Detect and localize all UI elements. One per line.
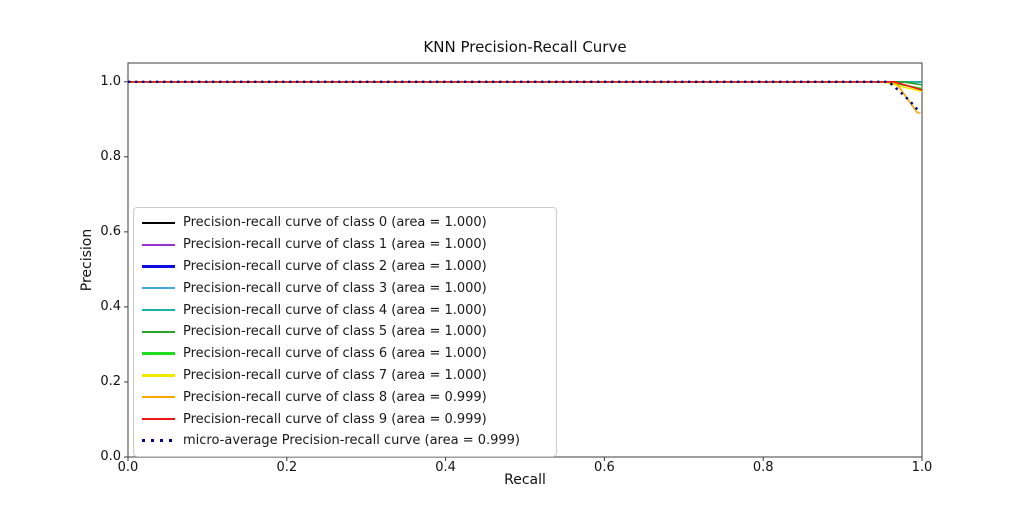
legend-line-swatch-class-3 [142, 287, 175, 290]
legend-item-class-7: Precision-recall curve of class 7 (area … [142, 365, 548, 387]
legend-item-micro-average: micro-average Precision-recall curve (ar… [142, 430, 548, 452]
legend-line-swatch-class-6 [142, 352, 175, 355]
legend-item-class-1: Precision-recall curve of class 1 (area … [142, 234, 548, 256]
x-tick-label: 0.0 [117, 460, 139, 475]
legend-label: Precision-recall curve of class 9 (area … [183, 411, 487, 427]
axes-frame [127, 62, 923, 458]
legend-item-class-5: Precision-recall curve of class 5 (area … [142, 321, 548, 343]
x-tick-label: 0.6 [594, 460, 615, 475]
y-tick-label: 0.8 [100, 148, 121, 164]
legend-label: micro-average Precision-recall curve (ar… [183, 433, 521, 449]
legend-label: Precision-recall curve of class 5 (area … [183, 324, 487, 340]
legend-label: Precision-recall curve of class 4 (area … [183, 302, 487, 318]
legend-item-class-9: Precision-recall curve of class 9 (area … [142, 408, 548, 430]
legend-item-class-0: Precision-recall curve of class 0 (area … [142, 212, 548, 234]
legend-line-swatch-class-0 [142, 221, 175, 225]
x-tick-label: 0.8 [752, 460, 774, 475]
legend-label: Precision-recall curve of class 6 (area … [183, 346, 487, 362]
legend-label: Precision-recall curve of class 1 (area … [183, 237, 487, 253]
curve-class-9 [128, 81, 923, 91]
y-tick-label: 0.4 [100, 298, 121, 314]
legend-label: Precision-recall curve of class 2 (area … [183, 258, 487, 274]
curve-micro-average [128, 80, 922, 114]
x-tick-label: 0.2 [276, 460, 298, 475]
chart-title: KNN Precision-Recall Curve [423, 38, 627, 56]
legend-line-swatch-micro-average [142, 439, 175, 443]
legend-line-swatch-class-1 [142, 243, 175, 246]
legend-item-class-3: Precision-recall curve of class 3 (area … [142, 277, 548, 299]
legend-line-swatch-class-7 [142, 374, 175, 377]
y-tick-label: 0.0 [100, 449, 121, 464]
y-tick-label: 0.2 [100, 373, 121, 389]
legend-line-swatch-class-9 [142, 417, 175, 421]
x-tick-label: 0.4 [435, 460, 456, 475]
y-tick-label: 0.6 [100, 223, 121, 239]
legend-item-class-2: Precision-recall curve of class 2 (area … [142, 256, 548, 278]
legend-line-swatch-class-5 [142, 330, 175, 334]
legend-line-swatch-class-2 [142, 265, 175, 268]
y-tick-label: 1.0 [100, 73, 121, 89]
legend-label: Precision-recall curve of class 0 (area … [183, 215, 487, 231]
legend-item-class-8: Precision-recall curve of class 8 (area … [142, 386, 548, 408]
legend-label: Precision-recall curve of class 3 (area … [183, 280, 487, 296]
x-tick-label: 1.0 [911, 460, 933, 475]
x-axis-label: Recall [504, 472, 546, 488]
legend-label: Precision-recall curve of class 8 (area … [183, 389, 487, 405]
legend-label: Precision-recall curve of class 7 (area … [183, 367, 487, 383]
legend-line-swatch-class-4 [142, 308, 175, 312]
legend-item-class-6: Precision-recall curve of class 6 (area … [142, 343, 548, 365]
curve-class-8 [128, 81, 920, 115]
curve-class-7 [128, 81, 923, 93]
legend-box: Precision-recall curve of class 0 (area … [133, 207, 557, 457]
legend-item-class-4: Precision-recall curve of class 4 (area … [142, 299, 548, 321]
legend-line-swatch-class-8 [142, 396, 175, 399]
